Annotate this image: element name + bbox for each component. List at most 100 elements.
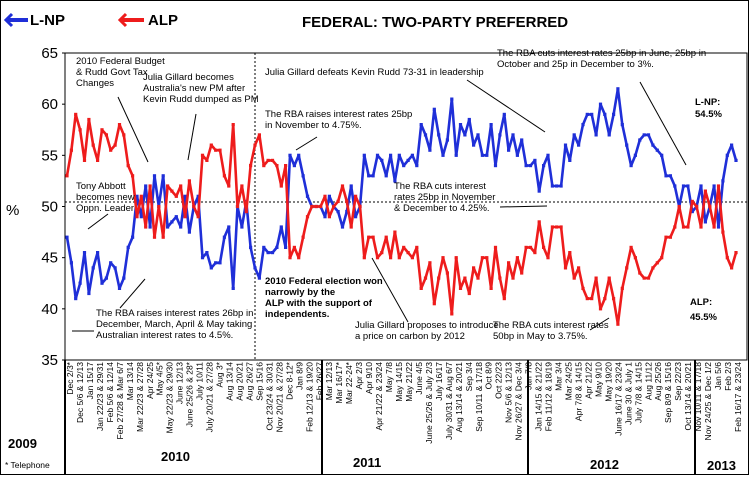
lnp-data-point bbox=[716, 225, 721, 229]
alp-data-point bbox=[166, 184, 170, 188]
alp-data-point bbox=[476, 276, 480, 280]
lnp-data-point bbox=[528, 164, 533, 168]
alp-data-point bbox=[69, 148, 73, 152]
lnp-data-point bbox=[546, 153, 550, 157]
alp-data-point bbox=[633, 256, 637, 260]
series-lines bbox=[65, 87, 738, 326]
x-tick-label: Dec 5/6 & 12/13 bbox=[75, 362, 85, 423]
alp-data-point bbox=[262, 164, 266, 168]
alp-data-point bbox=[354, 194, 358, 198]
lnp-data-point bbox=[625, 143, 629, 147]
alp-data-point bbox=[410, 256, 414, 260]
alp-data-point bbox=[349, 225, 353, 229]
lnp-data-point bbox=[104, 276, 108, 280]
alp-data-point bbox=[297, 256, 301, 260]
annotation-election-2010: 2010 Federal election won narrowly by th… bbox=[265, 276, 385, 320]
lnp-data-point bbox=[131, 235, 135, 239]
lnp-data-point bbox=[375, 153, 380, 157]
alp-data-point bbox=[284, 164, 288, 168]
lnp-data-point bbox=[253, 266, 257, 270]
arrow-rba-cuts-may bbox=[589, 317, 610, 331]
legend-lnp-arrow-icon bbox=[3, 12, 14, 28]
lnp-data-point bbox=[690, 210, 694, 214]
x-tick-label: Aug 25/26 bbox=[653, 362, 663, 401]
x-tick-label: Oct 8/9 bbox=[484, 362, 494, 390]
alp-data-point bbox=[266, 158, 270, 162]
lnp-data-point bbox=[135, 194, 139, 198]
year-dividers bbox=[64, 360, 696, 475]
alp-data-point bbox=[74, 112, 78, 116]
x-tick-label: Sep 10/11 & 17/18 bbox=[474, 362, 484, 432]
alp-data-point bbox=[104, 133, 108, 137]
alp-data-point bbox=[423, 276, 428, 280]
footnote: * Telephone bbox=[5, 460, 50, 470]
x-tick-label: Nov 5/6 & 12/13 bbox=[504, 362, 514, 423]
alp-data-point bbox=[288, 256, 292, 260]
alp-data-point bbox=[227, 184, 231, 188]
lnp-data-point bbox=[660, 153, 664, 157]
x-tick-label: Sep 3/4 bbox=[464, 362, 474, 392]
lnp-data-point bbox=[389, 153, 393, 157]
lnp-data-point bbox=[117, 286, 122, 290]
alp-data-point bbox=[161, 235, 165, 239]
lnp-data-point bbox=[323, 215, 327, 219]
x-tick-label: Mar 24/25 bbox=[564, 362, 574, 401]
alp-data-point bbox=[712, 225, 716, 229]
lnp-data-point bbox=[87, 291, 91, 296]
alp-data-point bbox=[537, 220, 541, 224]
lnp-data-point bbox=[91, 266, 95, 270]
lnp-data-point bbox=[725, 153, 729, 157]
lnp-data-point bbox=[568, 158, 572, 162]
x-tick-label: Oct 13/14 & 20/21 bbox=[683, 362, 693, 431]
alp-data-point bbox=[380, 251, 384, 255]
year-label-2012: 2012 bbox=[590, 457, 619, 472]
lnp-data-point bbox=[454, 153, 458, 157]
lnp-data-point bbox=[485, 153, 489, 157]
alp-data-point bbox=[358, 204, 362, 209]
alp-data-point bbox=[528, 245, 533, 249]
x-tick-label: Dec 8-12* bbox=[284, 361, 294, 399]
arrow-rba-raises-2010 bbox=[119, 278, 146, 309]
annotation-rba-cuts-2012: The RBA cuts interest rates 25bp in June… bbox=[497, 48, 709, 70]
lnp-data-point bbox=[227, 225, 231, 229]
alp-data-point bbox=[467, 291, 471, 296]
annotation-rba-cuts-may: The RBA cuts interest rates 50bp in May … bbox=[493, 320, 611, 342]
alp-data-point bbox=[196, 215, 200, 219]
x-tick-label: July 7/8 & 14/15 bbox=[633, 362, 643, 423]
alp-data-point bbox=[240, 184, 244, 188]
lnp-data-point bbox=[498, 133, 502, 137]
lnp-series-line bbox=[65, 87, 738, 300]
x-tick-label: June 16/17 & 23/24 bbox=[613, 362, 623, 436]
x-tick-label: Aug 20/21 bbox=[234, 362, 244, 401]
y-axis: 35 40 45 50 55 60 65 bbox=[41, 45, 65, 369]
alp-data-point bbox=[327, 215, 331, 219]
alp-data-point bbox=[533, 251, 537, 255]
lnp-data-point bbox=[113, 266, 117, 270]
x-tick-label: Sep 22/23 bbox=[673, 362, 683, 401]
alp-data-point bbox=[651, 266, 655, 270]
lnp-data-point bbox=[410, 153, 414, 157]
lnp-data-point bbox=[179, 225, 183, 229]
alp-data-point bbox=[82, 158, 87, 162]
y-tick-label: 40 bbox=[41, 301, 58, 318]
y-tick-label: 35 bbox=[41, 352, 58, 369]
x-tick-label: Apr 2/3 bbox=[354, 362, 364, 390]
x-tick-label: July 20/21 & 27/28 bbox=[205, 362, 215, 433]
lnp-data-point bbox=[590, 112, 594, 116]
x-tick-label: Jan 14/15 & 21/22 bbox=[534, 362, 544, 431]
alp-data-point bbox=[686, 225, 690, 229]
lnp-data-point bbox=[231, 286, 235, 290]
end-label-lnp-title: L-NP: bbox=[695, 97, 720, 108]
lnp-data-point bbox=[402, 164, 406, 168]
annotation-abbott: Tony Abbott becomes new Oppn. Leader bbox=[76, 181, 137, 214]
x-tick-label: Mar 22-24* bbox=[344, 361, 354, 404]
x-tick-label: May 22/23 & 29/30 bbox=[165, 362, 175, 434]
alp-data-point bbox=[603, 297, 607, 301]
x-tick-label: May 14/15 bbox=[394, 362, 404, 402]
alp-data-point bbox=[480, 256, 484, 260]
x-tick-label: Aug 3* bbox=[215, 361, 225, 387]
alp-data-point bbox=[463, 276, 467, 280]
x-tick-label: Jan 8/9 bbox=[294, 362, 304, 390]
alp-data-point bbox=[419, 286, 423, 290]
lnp-data-point bbox=[144, 184, 148, 188]
